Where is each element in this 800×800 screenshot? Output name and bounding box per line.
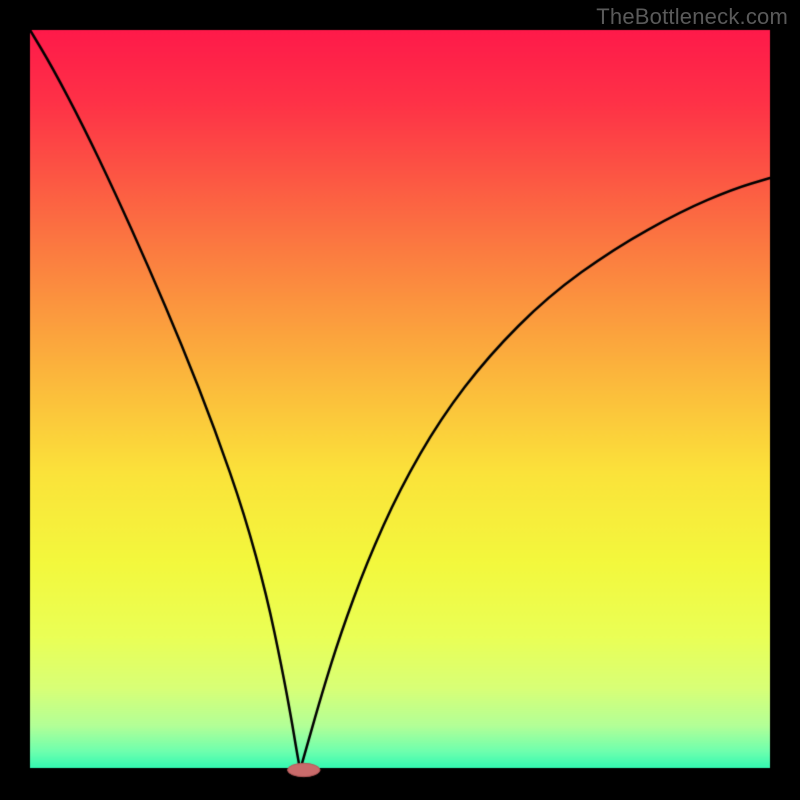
watermark-text: TheBottleneck.com: [596, 4, 788, 30]
bottleneck-curve-chart: [0, 0, 800, 800]
chart-container: TheBottleneck.com: [0, 0, 800, 800]
